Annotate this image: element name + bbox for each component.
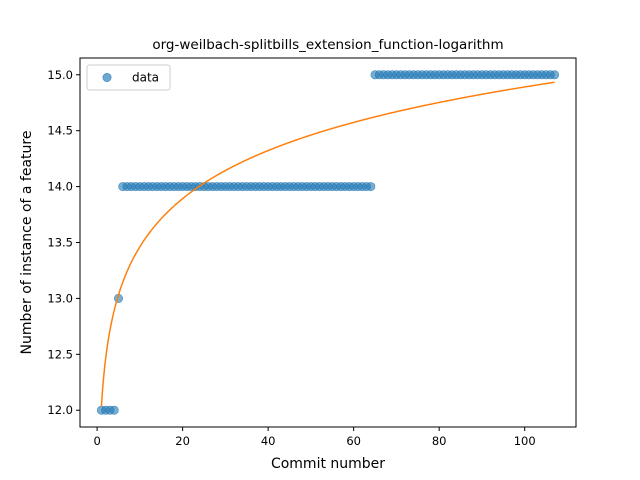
plot-area [96, 70, 560, 415]
y-tick-label: 14.5 [47, 124, 73, 138]
x-tick-label: 40 [261, 434, 276, 448]
x-axis-label: Commit number [271, 456, 385, 472]
legend-marker-data [102, 73, 112, 83]
legend: data [86, 64, 171, 91]
plot-frame [79, 57, 577, 428]
legend-box [86, 64, 171, 91]
x-tick-label: 80 [432, 434, 447, 448]
legend-label-data: data [132, 71, 159, 85]
x-tick-label: 20 [175, 434, 190, 448]
x-tick-label: 100 [514, 434, 536, 448]
fit-line [100, 81, 555, 407]
y-tick-label: 12.0 [47, 403, 73, 417]
y-axis-label: Number of instance of a feature [19, 131, 35, 355]
y-axis: 12.0 12.5 13.0 13.5 14.0 14.5 15.0 [47, 68, 80, 417]
data-point [366, 182, 376, 192]
chart-title: org-weilbach-splitbills_extension_functi… [152, 37, 503, 53]
x-tick-label: 0 [93, 434, 100, 448]
x-tick-label: 60 [346, 434, 361, 448]
y-tick-label: 15.0 [47, 68, 73, 82]
x-axis: 0 20 40 60 80 100 [93, 427, 536, 448]
y-tick-label: 13.0 [47, 291, 73, 305]
data-point [550, 70, 560, 80]
y-tick-label: 13.5 [47, 236, 73, 250]
y-tick-label: 14.0 [47, 180, 73, 194]
y-tick-label: 12.5 [47, 347, 73, 361]
data-point [109, 405, 119, 415]
